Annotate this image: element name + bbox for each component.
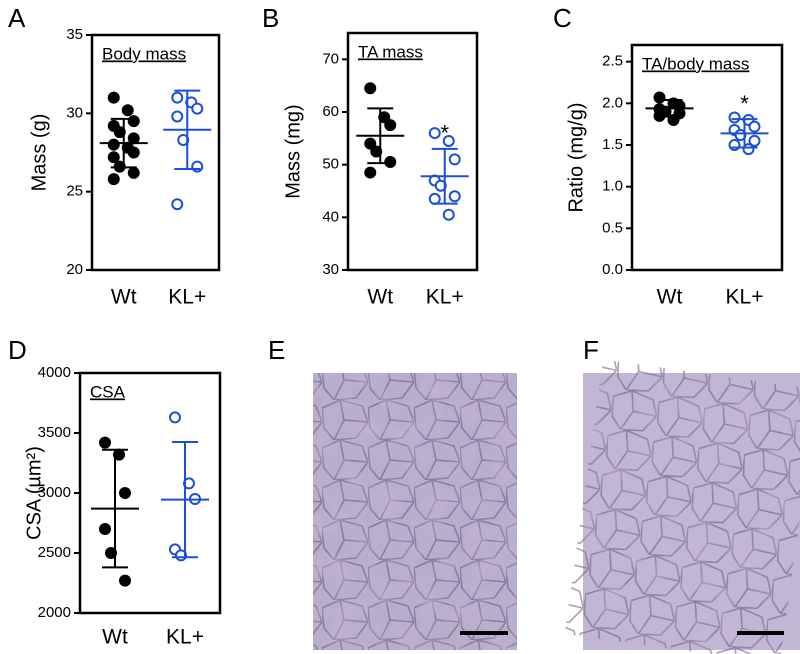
y-axis-label: Mass (g) <box>28 114 50 192</box>
panel-letter: A <box>8 3 26 33</box>
data-point <box>428 127 441 140</box>
plot-title: TA/body mass <box>642 54 749 73</box>
y-tick-label: 0.5 <box>602 219 623 236</box>
data-point <box>384 119 397 132</box>
x-tick-label: KL+ <box>166 626 204 649</box>
plot-title: Body mass <box>102 44 186 63</box>
plot-frame <box>90 33 221 272</box>
y-tick-label: 2000 <box>38 604 71 621</box>
error-bar <box>656 99 683 118</box>
data-point <box>121 104 134 117</box>
data-point <box>442 208 455 221</box>
data-point <box>364 82 377 95</box>
x-tick-label: Wt <box>367 286 393 309</box>
data-point <box>169 411 181 424</box>
x-tick-label: Wt <box>102 626 128 649</box>
data-point <box>107 138 120 151</box>
y-tick-label: 4000 <box>38 364 71 381</box>
x-tick-label: KL+ <box>726 286 764 309</box>
micrograph-f <box>564 359 800 654</box>
y-axis-label: Ratio (mg/g) <box>565 102 587 212</box>
y-tick-label: 2.0 <box>602 94 623 111</box>
y-tick-label: 2500 <box>38 544 71 561</box>
y-tick-label: 3000 <box>38 484 71 501</box>
micrograph-e <box>313 373 517 650</box>
y-tick-label: 2.5 <box>602 53 623 70</box>
y-tick-label: 1.5 <box>602 136 623 153</box>
plot-title: CSA <box>90 382 126 401</box>
data-point <box>364 166 377 179</box>
data-point <box>748 134 761 147</box>
panel-letter: D <box>8 335 27 365</box>
y-tick-label: 30 <box>66 104 83 121</box>
x-tick-label: KL+ <box>168 286 206 309</box>
y-tick-label: 30 <box>322 261 339 278</box>
data-point <box>384 156 397 169</box>
data-point <box>428 192 441 205</box>
data-point <box>107 91 120 104</box>
data-point <box>119 487 131 499</box>
data-point <box>171 91 184 104</box>
data-point <box>99 523 111 535</box>
data-point <box>442 134 455 147</box>
x-tick-label: Wt <box>111 286 137 309</box>
plot-frame <box>346 31 479 272</box>
y-axis-label: Mass (mg) <box>282 104 304 198</box>
data-point <box>127 132 140 145</box>
y-axis-label: CSA (µm²) <box>23 446 45 540</box>
plot-frame <box>630 43 784 272</box>
data-point <box>127 166 140 179</box>
data-point <box>191 102 204 115</box>
data-point <box>748 120 761 133</box>
x-tick-label: Wt <box>657 286 683 309</box>
y-tick-label: 25 <box>66 183 83 200</box>
significance-mark: * <box>440 121 449 146</box>
plot-frame <box>78 371 222 615</box>
data-point <box>448 153 461 166</box>
y-tick-label: 70 <box>322 50 339 67</box>
panel-letter: C <box>553 3 572 33</box>
data-point <box>728 111 741 124</box>
error-bar <box>731 118 758 149</box>
data-point <box>191 160 204 173</box>
error-bar <box>174 89 201 170</box>
error-bar <box>110 117 137 169</box>
y-tick-label: 3500 <box>38 424 71 441</box>
panel-letter: F <box>583 335 599 365</box>
x-tick-label: KL+ <box>426 286 464 309</box>
data-point <box>107 151 120 164</box>
y-tick-label: 1.0 <box>602 178 623 195</box>
error-bar <box>431 147 458 205</box>
data-point <box>127 115 140 128</box>
data-point <box>107 173 120 186</box>
panel-letter: B <box>262 3 279 33</box>
data-point <box>171 198 184 211</box>
y-tick-label: 20 <box>66 261 83 278</box>
error-bar <box>172 441 198 559</box>
error-bar <box>102 448 128 569</box>
y-tick-label: 35 <box>66 26 83 43</box>
y-tick-label: 50 <box>322 156 339 173</box>
significance-mark: * <box>740 91 749 116</box>
data-point <box>119 574 131 587</box>
error-bar <box>367 107 394 165</box>
panel-letter: E <box>268 335 285 365</box>
y-tick-label: 0.0 <box>602 261 623 278</box>
data-point <box>448 190 461 203</box>
data-point <box>171 110 184 123</box>
y-tick-label: 40 <box>322 208 339 225</box>
data-point <box>364 137 377 150</box>
plot-title: TA mass <box>358 42 423 61</box>
y-tick-label: 60 <box>322 103 339 120</box>
data-point <box>127 146 140 159</box>
data-point <box>99 436 111 449</box>
